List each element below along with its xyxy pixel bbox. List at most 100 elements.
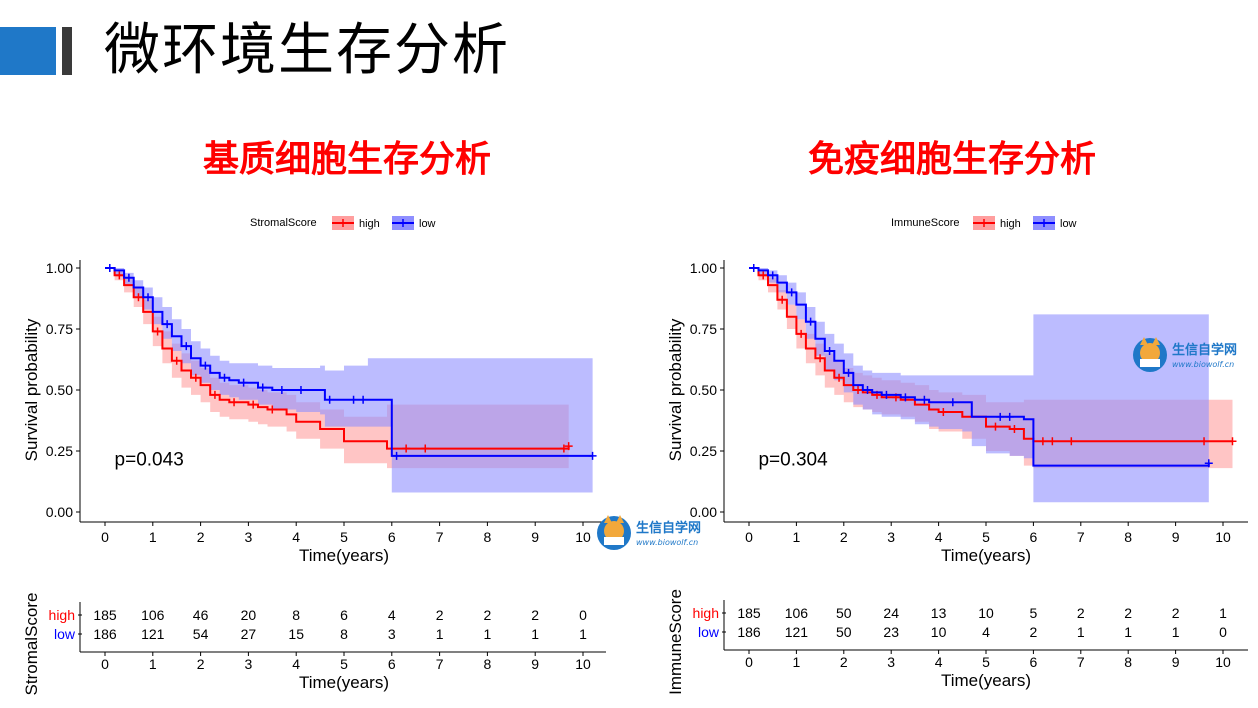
y-tick-label: 0.50 bbox=[46, 382, 73, 398]
risk-x-tick-label: 0 bbox=[745, 654, 753, 670]
legend-title: ImmuneScore bbox=[891, 217, 959, 229]
censor-mark-low bbox=[124, 273, 133, 282]
censor-mark-high bbox=[210, 390, 219, 399]
censor-mark-high bbox=[230, 398, 239, 407]
legend-title: StromalScore bbox=[250, 217, 317, 229]
risk-count: 10 bbox=[931, 624, 947, 640]
x-tick-label: 0 bbox=[745, 529, 753, 545]
x-tick-label: 8 bbox=[1124, 529, 1132, 545]
censor-mark-high bbox=[816, 354, 825, 363]
y-tick-label: 1.00 bbox=[690, 260, 717, 276]
risk-count: 2 bbox=[531, 607, 539, 623]
censor-mark-low bbox=[882, 390, 891, 399]
risk-count: 2 bbox=[436, 607, 444, 623]
censor-mark-low bbox=[105, 264, 114, 272]
watermark-text: 生信自学网 bbox=[636, 520, 701, 536]
y-tick-label: 0.00 bbox=[690, 504, 717, 520]
censor-mark-low bbox=[258, 383, 267, 392]
censor-mark-high bbox=[115, 271, 124, 280]
risk-count: 1 bbox=[1077, 624, 1085, 640]
y-tick-label: 0.75 bbox=[46, 321, 73, 337]
censor-mark-high bbox=[991, 422, 1000, 431]
legend-label-high: high bbox=[359, 218, 380, 230]
risk-count: 13 bbox=[931, 605, 947, 621]
watermark-badge-right: 生信自学网 www.biowolf.cn bbox=[1132, 335, 1256, 380]
x-tick-label: 2 bbox=[840, 529, 848, 545]
risk-count: 106 bbox=[785, 605, 809, 621]
risk-x-tick-label: 4 bbox=[292, 656, 300, 672]
censor-mark-low bbox=[825, 346, 834, 355]
censor-mark-low bbox=[277, 386, 286, 394]
risk-count: 6 bbox=[340, 607, 348, 623]
legend-label-high: high bbox=[1000, 218, 1021, 230]
header-divider-block bbox=[62, 27, 72, 75]
risk-count: 2 bbox=[1124, 605, 1132, 621]
x-tick-label: 9 bbox=[531, 529, 539, 545]
legend-censor-low bbox=[1040, 219, 1048, 227]
y-axis-title: Survival probability bbox=[22, 318, 41, 461]
risk-row-label-high: high bbox=[49, 607, 75, 623]
risk-count: 0 bbox=[1219, 624, 1227, 640]
risk-count: 185 bbox=[93, 607, 117, 623]
censor-mark-low bbox=[768, 271, 777, 280]
censor-mark-high bbox=[564, 442, 573, 451]
risk-count: 1 bbox=[1219, 605, 1227, 621]
x-tick-label: 10 bbox=[575, 529, 591, 545]
risk-count: 2 bbox=[1030, 624, 1038, 640]
x-tick-label: 9 bbox=[1172, 529, 1180, 545]
p-value-label: p=0.304 bbox=[758, 450, 828, 471]
censor-mark-high bbox=[835, 373, 844, 382]
censor-mark-high bbox=[778, 295, 787, 304]
risk-x-tick-label: 9 bbox=[531, 656, 539, 672]
censor-mark-low bbox=[996, 412, 1005, 421]
x-tick-label: 2 bbox=[197, 529, 205, 545]
p-value-label: p=0.043 bbox=[115, 450, 184, 471]
ci-band-low bbox=[105, 268, 593, 493]
risk-count: 46 bbox=[193, 607, 209, 623]
wolf-logo-icon bbox=[597, 515, 631, 550]
risk-x-tick-label: 8 bbox=[1124, 654, 1132, 670]
x-axis-title: Time(years) bbox=[299, 546, 389, 565]
risk-x-tick-label: 6 bbox=[1030, 654, 1038, 670]
risk-count: 121 bbox=[141, 626, 165, 642]
risk-count: 8 bbox=[292, 607, 300, 623]
risk-count: 1 bbox=[436, 626, 444, 642]
risk-x-tick-label: 5 bbox=[340, 656, 348, 672]
censor-mark-low bbox=[806, 317, 815, 326]
x-tick-label: 1 bbox=[149, 529, 157, 545]
risk-count: 4 bbox=[388, 607, 396, 623]
censor-mark-high bbox=[1010, 425, 1019, 434]
risk-row-label-low: low bbox=[54, 626, 76, 642]
risk-x-tick-label: 7 bbox=[436, 656, 444, 672]
risk-table-title: StromalScore bbox=[22, 593, 41, 696]
censor-mark-high bbox=[1067, 437, 1076, 446]
censor-mark-low bbox=[220, 373, 229, 382]
censor-mark-high bbox=[559, 444, 568, 453]
censor-mark-low bbox=[325, 395, 334, 404]
censor-mark-low bbox=[948, 398, 957, 407]
header-accent-block bbox=[0, 27, 56, 75]
x-tick-label: 7 bbox=[1077, 529, 1085, 545]
risk-count: 50 bbox=[836, 605, 852, 621]
risk-x-axis-title: Time(years) bbox=[299, 673, 389, 692]
x-tick-label: 5 bbox=[340, 529, 348, 545]
risk-count: 10 bbox=[978, 605, 994, 621]
risk-count: 23 bbox=[883, 624, 899, 640]
risk-x-tick-label: 1 bbox=[149, 656, 157, 672]
risk-x-tick-label: 7 bbox=[1077, 654, 1085, 670]
risk-count: 1 bbox=[531, 626, 539, 642]
risk-x-tick-label: 2 bbox=[197, 656, 205, 672]
censor-mark-low bbox=[296, 386, 305, 394]
watermark-url: www.biowolf.cn bbox=[1172, 360, 1234, 369]
censor-mark-low bbox=[588, 451, 597, 460]
km-panel-0: StromalScore high low 0.00 0.25 0.50 0.75 1.00 0… bbox=[22, 216, 606, 695]
risk-x-tick-label: 1 bbox=[793, 654, 801, 670]
x-tick-label: 1 bbox=[793, 529, 801, 545]
page-title: 微环境生存分析 bbox=[104, 18, 510, 83]
x-tick-label: 6 bbox=[1030, 529, 1038, 545]
censor-mark-low bbox=[182, 342, 191, 351]
y-tick-label: 0.25 bbox=[46, 443, 73, 459]
risk-count: 2 bbox=[484, 607, 492, 623]
risk-x-tick-label: 8 bbox=[484, 656, 492, 672]
